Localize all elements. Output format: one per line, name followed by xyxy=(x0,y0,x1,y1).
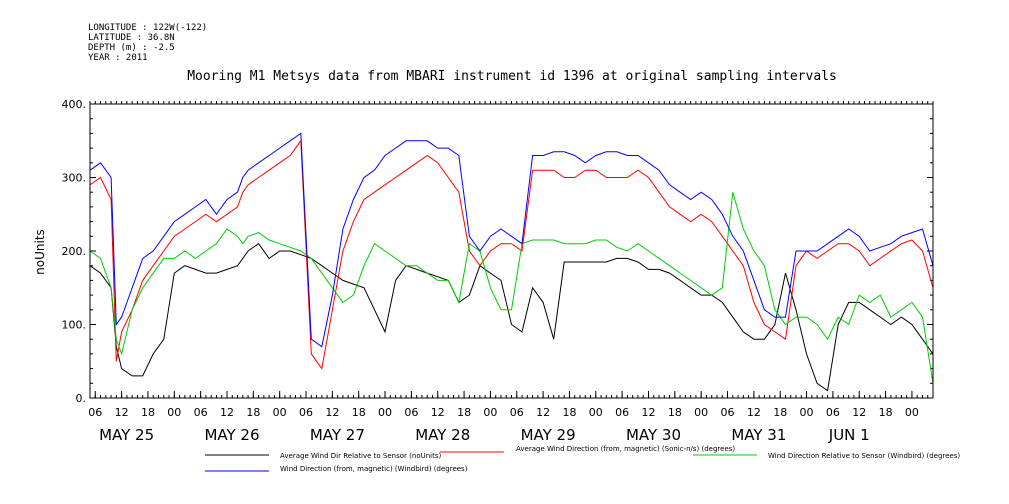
legend-label: Wind Direction (from, magnetic) (Windbir… xyxy=(280,465,468,473)
x-tick-label: 18 xyxy=(352,406,366,419)
x-tick-label: 06 xyxy=(826,406,840,419)
x-tick-label: 12 xyxy=(115,406,129,419)
legend-label: Average Wind Direction (from, magnetic) … xyxy=(516,445,735,453)
x-tick-label: 00 xyxy=(273,406,287,419)
chart-title: Mooring M1 Metsys data from MBARI instru… xyxy=(187,69,837,84)
x-tick-label: 00 xyxy=(694,406,708,419)
x-tick-label: 18 xyxy=(773,406,787,419)
x-tick-label: 18 xyxy=(879,406,893,419)
x-tick-label: 18 xyxy=(246,406,260,419)
y-tick-label: 300. xyxy=(62,172,87,185)
legend-label: Average Wind Dir Relative to Sensor (noU… xyxy=(280,452,441,460)
meta-depth: DEPTH (m) : -2.5 xyxy=(88,43,175,53)
y-tick-label: 200. xyxy=(62,245,87,258)
x-tick-label: 06 xyxy=(404,406,418,419)
series-line-2 xyxy=(89,192,934,384)
x-tick-label: 06 xyxy=(194,406,208,419)
x-tick-label: 00 xyxy=(483,406,497,419)
y-tick-label: 0. xyxy=(76,392,87,405)
legend: Average Wind Dir Relative to Sensor (noU… xyxy=(205,445,960,473)
series-line-3 xyxy=(89,132,934,348)
x-tick-label: 00 xyxy=(905,406,919,419)
x-tick-label: 18 xyxy=(141,406,155,419)
series-line-0 xyxy=(89,243,934,392)
x-tick-label: 06 xyxy=(299,406,313,419)
x-tick-label: 12 xyxy=(641,406,655,419)
meta-latitude: LATITUDE : 36.8N xyxy=(88,33,175,43)
y-axis-label: noUnits xyxy=(33,229,47,275)
x-day-label: MAY 29 xyxy=(521,426,576,444)
x-day-label: MAY 26 xyxy=(204,426,259,444)
x-tick-label: 00 xyxy=(589,406,603,419)
meta-year: YEAR : 2011 xyxy=(88,53,148,63)
plot-series xyxy=(89,132,934,392)
x-day-label: MAY 27 xyxy=(310,426,365,444)
x-day-label: MAY 31 xyxy=(731,426,786,444)
x-tick-label: 12 xyxy=(536,406,550,419)
x-tick-label: 00 xyxy=(800,406,814,419)
series-line-1 xyxy=(89,139,934,370)
x-tick-label: 12 xyxy=(747,406,761,419)
x-day-label: MAY 30 xyxy=(626,426,681,444)
x-tick-label: 18 xyxy=(668,406,682,419)
meta-longitude: LONGITUDE : 122W(-122) xyxy=(88,23,207,33)
legend-label: Wind Direction Relative to Sensor (Windb… xyxy=(768,452,960,460)
x-tick-label: 06 xyxy=(510,406,524,419)
x-day-label: JUN 1 xyxy=(828,426,870,444)
x-tick-label: 12 xyxy=(220,406,234,419)
x-tick-label: 18 xyxy=(457,406,471,419)
y-tick-label: 400. xyxy=(62,98,87,111)
x-tick-label: 00 xyxy=(167,406,181,419)
x-tick-label: 06 xyxy=(721,406,735,419)
x-day-label: MAY 25 xyxy=(99,426,154,444)
x-tick-label: 06 xyxy=(615,406,629,419)
plot-frame xyxy=(89,103,934,399)
x-tick-label: 00 xyxy=(378,406,392,419)
x-tick-label: 18 xyxy=(562,406,576,419)
y-tick-label: 100. xyxy=(62,319,87,332)
x-tick-label: 12 xyxy=(852,406,866,419)
x-tick-label: 06 xyxy=(88,406,102,419)
x-axis: 06 12 18 00 06 12 18 00 06 12 18 00 06 12 18 00 06 12 18 00… xyxy=(88,101,934,444)
x-tick-label: 12 xyxy=(431,406,445,419)
x-tick-label: 12 xyxy=(325,406,339,419)
x-day-label: MAY 28 xyxy=(415,426,470,444)
